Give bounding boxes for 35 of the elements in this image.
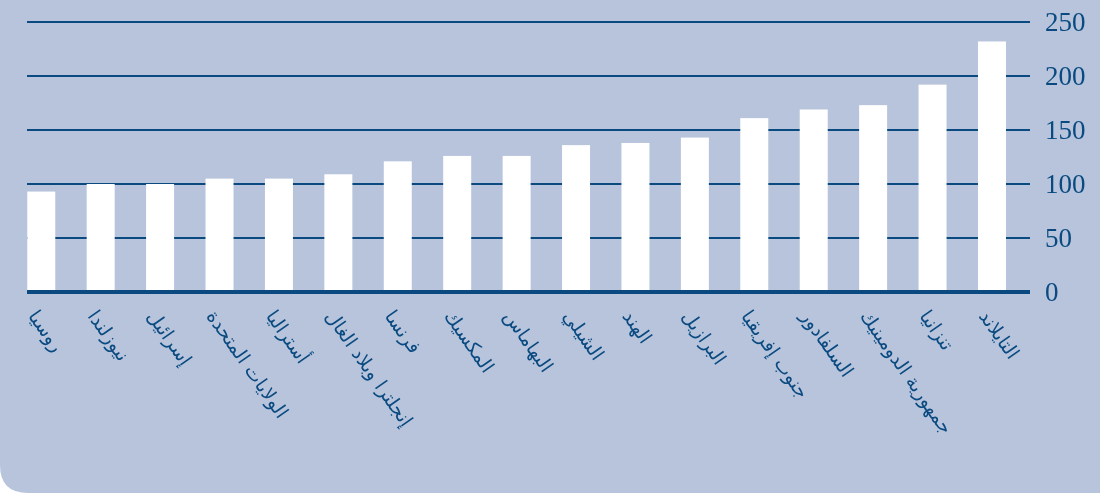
x-tick-label: البرازيل <box>677 305 732 370</box>
x-tick-label: نيوزلندا <box>82 305 135 366</box>
x-tick-label: إسرائيل <box>141 305 197 371</box>
bar <box>680 137 709 292</box>
bar <box>324 174 353 292</box>
y-tick-label: 100 <box>1045 169 1086 199</box>
y-tick-label: 150 <box>1045 115 1086 145</box>
bar <box>740 118 769 292</box>
bar <box>621 142 650 292</box>
bar <box>264 178 293 292</box>
bar <box>918 84 947 292</box>
y-tick-label: 0 <box>1045 277 1059 307</box>
bar <box>86 184 115 292</box>
bar <box>562 145 591 292</box>
x-tick-label: روسيا <box>23 305 69 357</box>
y-tick-label: 200 <box>1045 61 1086 91</box>
x-tick-label: الهند <box>617 305 657 348</box>
bar <box>383 161 412 292</box>
y-tick-label: 50 <box>1045 223 1072 253</box>
x-tick-label: التايلاند <box>974 305 1025 363</box>
bar <box>799 109 828 292</box>
x-tick-label: تنزانيا <box>914 305 959 355</box>
bar <box>502 155 531 292</box>
bar <box>205 178 234 292</box>
bar <box>443 155 472 292</box>
bar <box>859 105 888 292</box>
x-tick-label: فرنسا <box>379 305 427 358</box>
y-tick-label: 250 <box>1045 7 1086 37</box>
x-tick-label: المكسيك <box>440 305 500 377</box>
bar <box>146 184 175 292</box>
x-tick-label: أستراليا <box>261 305 316 369</box>
x-tick-label: الشيلي <box>558 305 610 365</box>
bar <box>977 41 1006 292</box>
x-tick-label: البهاماس <box>498 305 559 377</box>
bar <box>27 191 56 292</box>
